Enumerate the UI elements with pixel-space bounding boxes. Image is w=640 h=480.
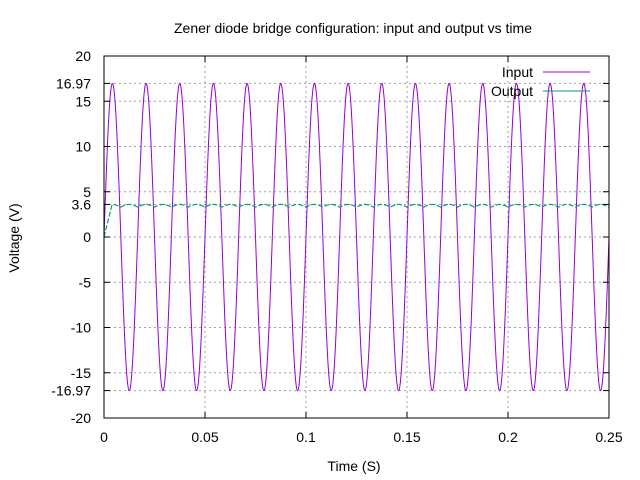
y-tick-label: 16.97 [56,75,91,91]
y-tick-label: -20 [71,410,91,426]
x-tick-label: 0.2 [498,429,518,445]
y-tick-label: 5 [83,184,91,200]
y-tick-label: -5 [79,274,92,290]
y-tick-label: 10 [75,139,91,155]
series-layer [103,82,610,392]
axis-ticks: 0 0.05 0.1 0.15 0.2 0.25 20 16.97 15 10 53.6 0 -5 -10… [51,48,623,445]
x-tick-label: 0 [100,429,108,445]
y-tick-label: 15 [75,93,91,109]
series-line-output [103,203,610,238]
y-tick-label: 3.6 [72,196,92,212]
legend: Input Output [491,64,590,99]
legend-label-output: Output [491,83,533,99]
x-tick-label: 0.1 [296,429,316,445]
legend-label-input: Input [502,64,533,80]
y-axis-label: Voltage (V) [6,203,22,272]
series-line-input [103,82,610,392]
x-tick-label: 0.25 [595,429,622,445]
y-tick-label: -15 [71,365,91,381]
y-tick-label: -10 [71,320,91,336]
y-tick-label: -16.97 [51,383,91,399]
y-tick-label: 20 [75,48,91,64]
x-axis-label: Time (S) [327,458,380,474]
x-tick-label: 0.05 [191,429,218,445]
x-tick-label: 0.15 [393,429,420,445]
chart-title: Zener diode bridge configuration: input … [174,20,532,36]
y-tick-label: 0 [83,229,91,245]
